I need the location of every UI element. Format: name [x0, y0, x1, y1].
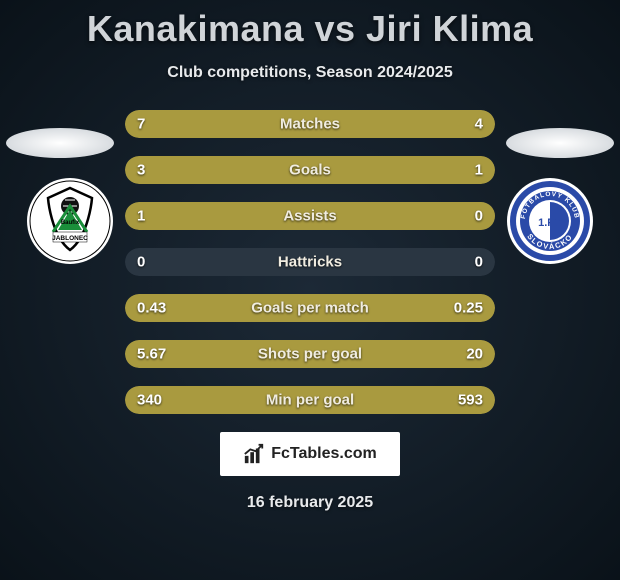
stat-label: Goals [289, 162, 331, 179]
stat-value-right: 593 [458, 392, 483, 409]
svg-text:Baufix: Baufix [61, 220, 80, 226]
stat-label: Goals per match [251, 300, 369, 317]
stat-value-left: 5.67 [137, 346, 166, 363]
svg-text:JABLONEC: JABLONEC [52, 235, 88, 242]
platform-right [506, 128, 614, 158]
jablonec-logo-icon: Baufix JABLONEC [29, 180, 111, 262]
stat-label: Min per goal [266, 392, 354, 409]
chart-icon [243, 443, 265, 465]
stat-value-right: 0 [475, 254, 483, 271]
stat-bar-left [125, 156, 403, 184]
stat-row: 0 0 Hattricks [125, 248, 495, 276]
stat-value-left: 0.43 [137, 300, 166, 317]
stat-value-right: 0.25 [454, 300, 483, 317]
stat-value-left: 0 [137, 254, 145, 271]
club-badge-right: 1.FC FOTBALOVÝ KLUB SLOVÁCKO [507, 178, 593, 264]
stat-row: 5.67 20 Shots per goal [125, 340, 495, 368]
subtitle: Club competitions, Season 2024/2025 [0, 64, 620, 82]
stat-row: 7 4 Matches [125, 110, 495, 138]
stat-value-right: 4 [475, 116, 483, 133]
logo-text: FcTables.com [271, 445, 377, 463]
stat-value-left: 340 [137, 392, 162, 409]
stat-value-right: 0 [475, 208, 483, 225]
stat-value-left: 1 [137, 208, 145, 225]
stats-container: 7 4 Matches 3 1 Goals 1 0 Assists 0 0 Hattricks 0.43… [125, 110, 495, 414]
stat-label: Hattricks [278, 254, 342, 271]
page-title: Kanakimana vs Jiri Klima [0, 0, 620, 50]
svg-text:1.FC: 1.FC [538, 217, 562, 229]
club-badge-left: Baufix JABLONEC [27, 178, 113, 264]
stat-row: 3 1 Goals [125, 156, 495, 184]
stat-row: 0.43 0.25 Goals per match [125, 294, 495, 322]
stat-value-right: 20 [466, 346, 483, 363]
stat-value-left: 3 [137, 162, 145, 179]
platform-left [6, 128, 114, 158]
stat-label: Assists [283, 208, 336, 225]
stat-value-right: 1 [475, 162, 483, 179]
fctables-logo: FcTables.com [220, 432, 400, 476]
stat-label: Shots per goal [258, 346, 362, 363]
stat-label: Matches [280, 116, 340, 133]
date-text: 16 february 2025 [0, 494, 620, 512]
slovacko-logo-icon: 1.FC FOTBALOVÝ KLUB SLOVÁCKO [509, 180, 591, 262]
stat-row: 340 593 Min per goal [125, 386, 495, 414]
stat-row: 1 0 Assists [125, 202, 495, 230]
stat-value-left: 7 [137, 116, 145, 133]
